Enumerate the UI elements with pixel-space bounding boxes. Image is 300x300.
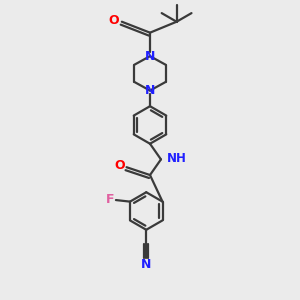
Text: O: O: [114, 159, 125, 172]
Text: NH: NH: [167, 152, 187, 165]
Text: F: F: [105, 193, 114, 206]
Text: N: N: [145, 84, 155, 97]
Text: N: N: [141, 258, 152, 271]
Text: N: N: [145, 50, 155, 63]
Text: O: O: [109, 14, 119, 27]
